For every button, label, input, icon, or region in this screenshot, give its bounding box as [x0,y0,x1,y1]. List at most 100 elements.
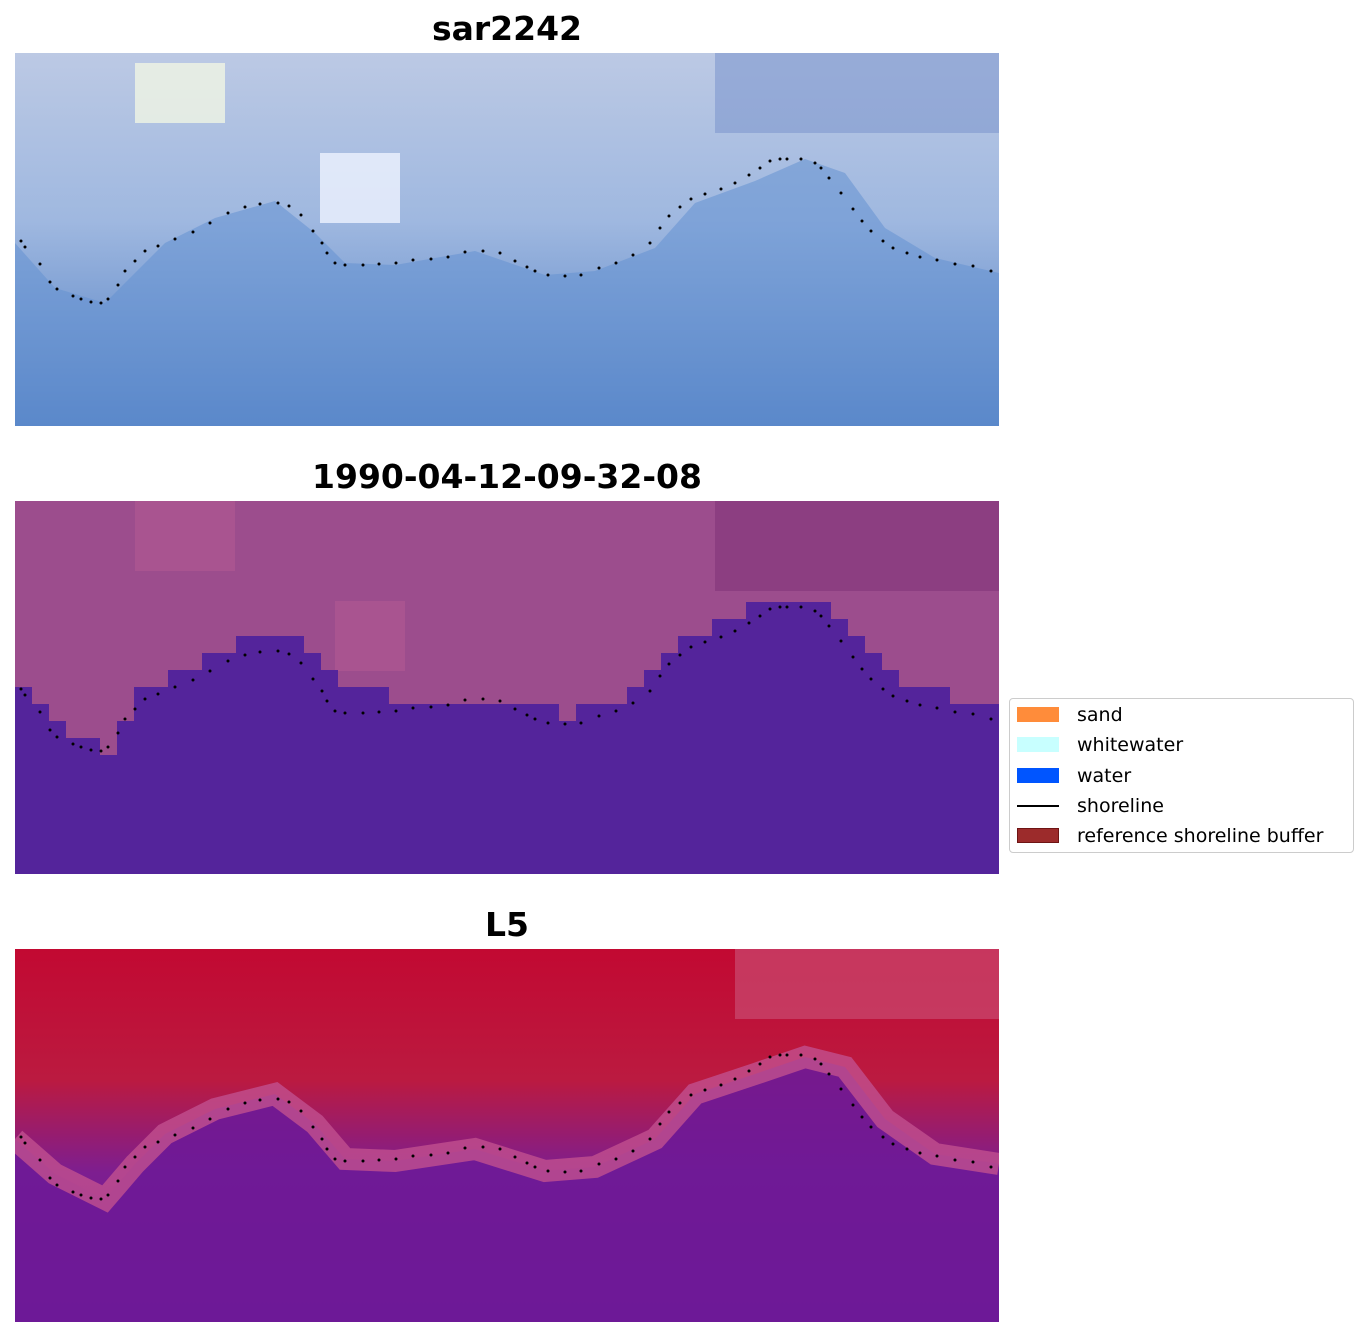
shoreline-dot [733,181,737,185]
shoreline-dot [116,1179,120,1183]
shoreline-dots [19,157,993,305]
sar-water-area [15,159,999,426]
shoreline-dot [768,159,772,163]
shoreline-dot [869,229,873,233]
legend-swatch-water [1017,768,1059,783]
shoreline-dot [719,635,723,639]
legend-swatch-whitewater [1017,737,1059,752]
shoreline-dot [971,264,975,268]
shoreline-dot [758,614,762,618]
shoreline-dot [23,245,27,249]
shoreline-dot [851,1103,855,1107]
shoreline-dot [678,1101,682,1105]
shoreline-dot [813,609,817,613]
shoreline-dot [106,1193,110,1197]
shoreline-dot [860,1115,864,1119]
shoreline-dot [377,1158,381,1162]
shoreline-dot [658,226,662,230]
shoreline-dot [881,1135,885,1139]
shoreline-dot [79,1193,83,1197]
shoreline-dot [243,653,247,657]
shoreline-dot [614,1157,618,1161]
shoreline-dot [55,735,59,739]
legend-line-shoreline [1017,805,1059,807]
shoreline-dot [525,1161,529,1165]
shoreline-dot [343,263,347,267]
shoreline-dot [839,191,843,195]
shoreline-dot [116,731,120,735]
shoreline-dot [333,709,337,713]
shoreline-dot [89,748,93,752]
shoreline-dot [394,1157,398,1161]
shoreline-dot [597,266,601,270]
shoreline-dot [719,1083,723,1087]
shoreline-dot [733,629,737,633]
shoreline-dot [156,244,160,248]
shoreline-dot [533,1165,537,1169]
shoreline-dot [361,263,365,267]
shoreline-dot [208,221,212,225]
shoreline-dot [287,1100,291,1104]
shoreline-dot [99,749,103,753]
shoreline-dot [143,249,147,253]
shoreline-dot [758,166,762,170]
legend-item-water: water [1017,766,1352,786]
shoreline-dot [156,1140,160,1144]
legend-label: reference shoreline buffer [1077,825,1324,847]
shoreline-dot [935,1154,939,1158]
shoreline-dot [48,1176,52,1180]
shoreline-dot [918,703,922,707]
shoreline-dot [333,261,337,265]
shoreline-dot [881,239,885,243]
shoreline-dot [891,1142,895,1146]
shoreline-dot [785,157,789,161]
shoreline-dot [38,710,42,714]
shoreline-dot [768,1055,772,1059]
shoreline-dot [258,202,262,206]
shoreline-dot [953,262,957,266]
shoreline-dot [481,249,485,253]
sar-bright-spot [135,63,225,123]
shoreline-dot [19,239,23,243]
shoreline-dot [106,745,110,749]
shoreline-dot [785,605,789,609]
shoreline-dot [703,640,707,644]
shoreline-dot [38,1158,42,1162]
shoreline-dot [597,714,601,718]
shoreline-dot [226,1107,230,1111]
shoreline-dot [79,297,83,301]
shoreline-dot [869,677,873,681]
sar-bright-spot [320,153,400,223]
shoreline-dot [813,1057,817,1061]
shoreline-dot [411,258,415,262]
shoreline-dot [778,605,782,609]
shoreline-dot [481,1145,485,1149]
shoreline-dot [563,722,567,726]
shoreline-dot [648,1137,652,1141]
shoreline-dot [377,710,381,714]
shoreline-dot [481,697,485,701]
shoreline-dot [498,251,502,255]
shoreline-dot [123,1165,127,1169]
classified-land-shade [715,501,999,591]
shoreline-dot [287,652,291,656]
shoreline-dot [23,1141,27,1145]
shoreline-dot [226,659,230,663]
shoreline-dot [156,692,160,696]
shoreline-dot [631,701,635,705]
shoreline-dot [905,699,909,703]
legend-item-sand: sand [1017,705,1352,725]
shoreline-dot [827,1072,831,1076]
shoreline-dot [631,253,635,257]
panel-title-index: L5 [485,905,529,944]
shoreline-dot [55,287,59,291]
shoreline-dot [689,645,693,649]
shoreline-dot [343,711,347,715]
shoreline-dot [881,687,885,691]
shoreline-dot [89,300,93,304]
shoreline-dot [133,707,137,711]
shoreline-dot [343,1159,347,1163]
shoreline-dot [320,689,324,693]
shoreline-dot [173,1133,177,1137]
shoreline-dot [989,269,993,273]
